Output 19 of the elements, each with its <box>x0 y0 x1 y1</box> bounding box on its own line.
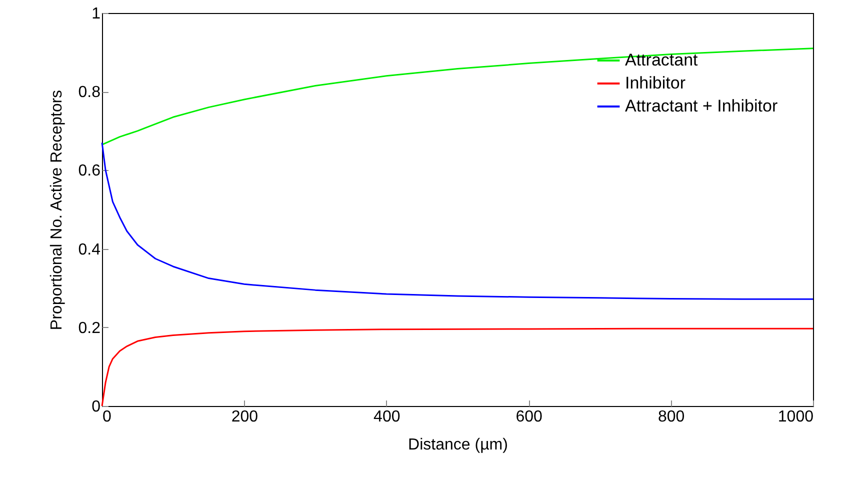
y-tick-label: 0.4 <box>78 241 101 258</box>
x-tick-label: 600 <box>516 408 543 426</box>
legend-label: Inhibitor <box>625 74 686 92</box>
legend-label: Attractant + Inhibitor <box>625 96 778 116</box>
x-tick-label: 1000 <box>778 408 814 426</box>
line-series <box>101 328 814 407</box>
y-tick-label: 1 <box>92 6 101 22</box>
x-tick-label: 0 <box>102 408 112 426</box>
line-series <box>101 142 814 300</box>
line-series <box>101 48 814 146</box>
y-tick-label: 0.8 <box>78 84 101 102</box>
x-tick-label: 800 <box>658 408 685 426</box>
x-tick-label: 400 <box>374 408 400 426</box>
x-axis-title: Distance (µm) <box>408 436 508 454</box>
legend-label: Attractant <box>625 50 698 70</box>
x-tick-label: 200 <box>231 408 258 426</box>
y-axis-title: Proportional No. Active Receptors <box>48 90 66 330</box>
y-tick-label: 0.6 <box>78 162 101 180</box>
y-tick-label: 0.2 <box>78 320 101 337</box>
